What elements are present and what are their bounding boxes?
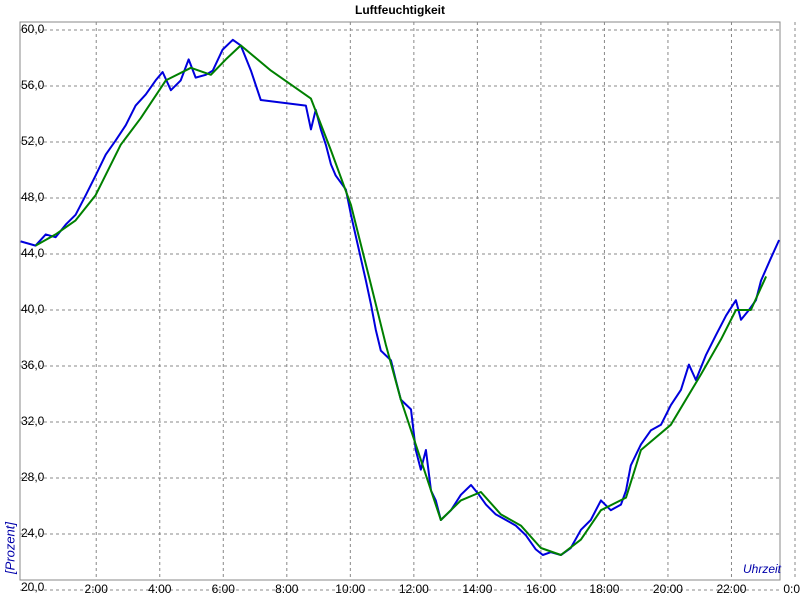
data-line [20, 38, 781, 556]
x-tick-label: 20:00 [653, 582, 683, 596]
y-tick-label: 40,0 [21, 302, 45, 316]
x-tick-label: 18:00 [589, 582, 619, 596]
plot-frame [19, 21, 781, 581]
y-tick-label: 52,0 [21, 134, 45, 148]
y-axis-label: [Prozent] [2, 522, 17, 575]
x-tick-label: 10:00 [335, 582, 365, 596]
x-tick-label: 8:00 [275, 582, 299, 596]
y-tick-label: 56,0 [21, 78, 45, 92]
y-tick-label: 48,0 [21, 190, 45, 204]
x-tick-label: 2:00 [85, 582, 109, 596]
x-tick-label: 4:00 [148, 582, 172, 596]
y-tick-label: 24,0 [21, 526, 45, 540]
x-tick-label: 12:00 [399, 582, 429, 596]
data-line [35, 44, 768, 556]
x-tick-label: 16:00 [526, 582, 556, 596]
x-tick-label: 14:00 [462, 582, 492, 596]
y-tick-label: 44,0 [21, 246, 45, 260]
x-tick-label: 6:00 [212, 582, 236, 596]
chart-title: Luftfeuchtigkeit [355, 3, 445, 17]
y-tick-label: 36,0 [21, 358, 45, 372]
y-tick-label: 28,0 [21, 470, 45, 484]
x-tick-label: 0:00 [783, 582, 800, 596]
x-tick-label: 22:00 [716, 582, 746, 596]
y-tick-label: 60,0 [21, 22, 45, 36]
y-tick-label: 20,0 [21, 580, 45, 594]
y-tick-label: 32,0 [21, 414, 45, 428]
x-axis-label: Uhrzeit [743, 562, 782, 576]
